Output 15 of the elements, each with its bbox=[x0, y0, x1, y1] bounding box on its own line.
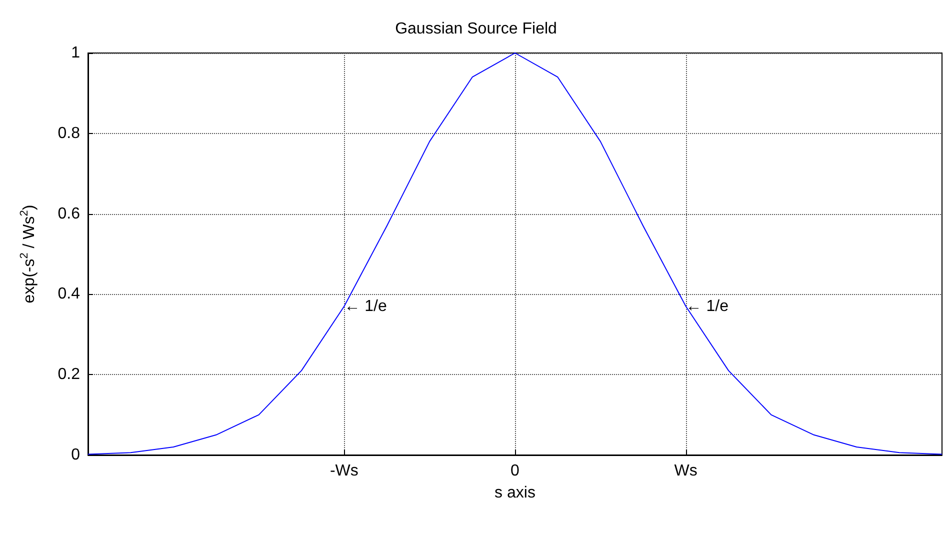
chart-title: Gaussian Source Field bbox=[395, 20, 557, 38]
y-axis-title: exp(-s2 / Ws2) bbox=[18, 204, 38, 304]
x-tick-label: -Ws bbox=[330, 462, 358, 480]
line-series bbox=[88, 52, 942, 455]
y-tick-label: 1 bbox=[71, 44, 80, 62]
y-tick-label: 0.2 bbox=[58, 366, 80, 384]
x-axis-title: s axis bbox=[494, 484, 536, 502]
annotation: ← 1/e bbox=[686, 298, 729, 315]
x-tick-label: 0 bbox=[510, 462, 520, 480]
y-tick-label: 0.4 bbox=[58, 286, 80, 303]
annotation: ← 1/e bbox=[344, 298, 387, 315]
y-tick-label: 0.6 bbox=[58, 205, 80, 222]
y-tick-label: 0 bbox=[71, 446, 80, 464]
y-tick-label: 0.8 bbox=[58, 124, 80, 142]
x-tick-label: Ws bbox=[674, 462, 698, 480]
